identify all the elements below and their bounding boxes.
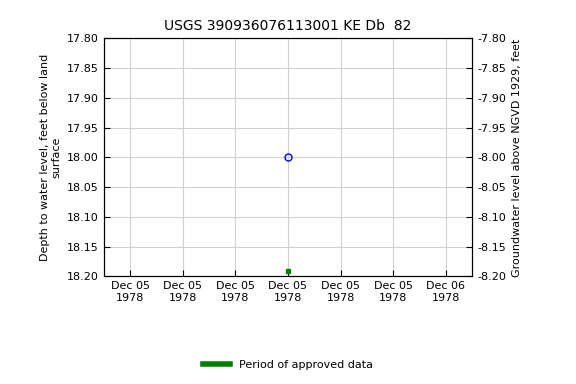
Y-axis label: Groundwater level above NGVD 1929, feet: Groundwater level above NGVD 1929, feet <box>511 38 522 276</box>
Title: USGS 390936076113001 KE Db  82: USGS 390936076113001 KE Db 82 <box>164 19 412 33</box>
Y-axis label: Depth to water level, feet below land
surface: Depth to water level, feet below land su… <box>40 54 62 261</box>
Legend: Period of approved data: Period of approved data <box>198 356 378 375</box>
